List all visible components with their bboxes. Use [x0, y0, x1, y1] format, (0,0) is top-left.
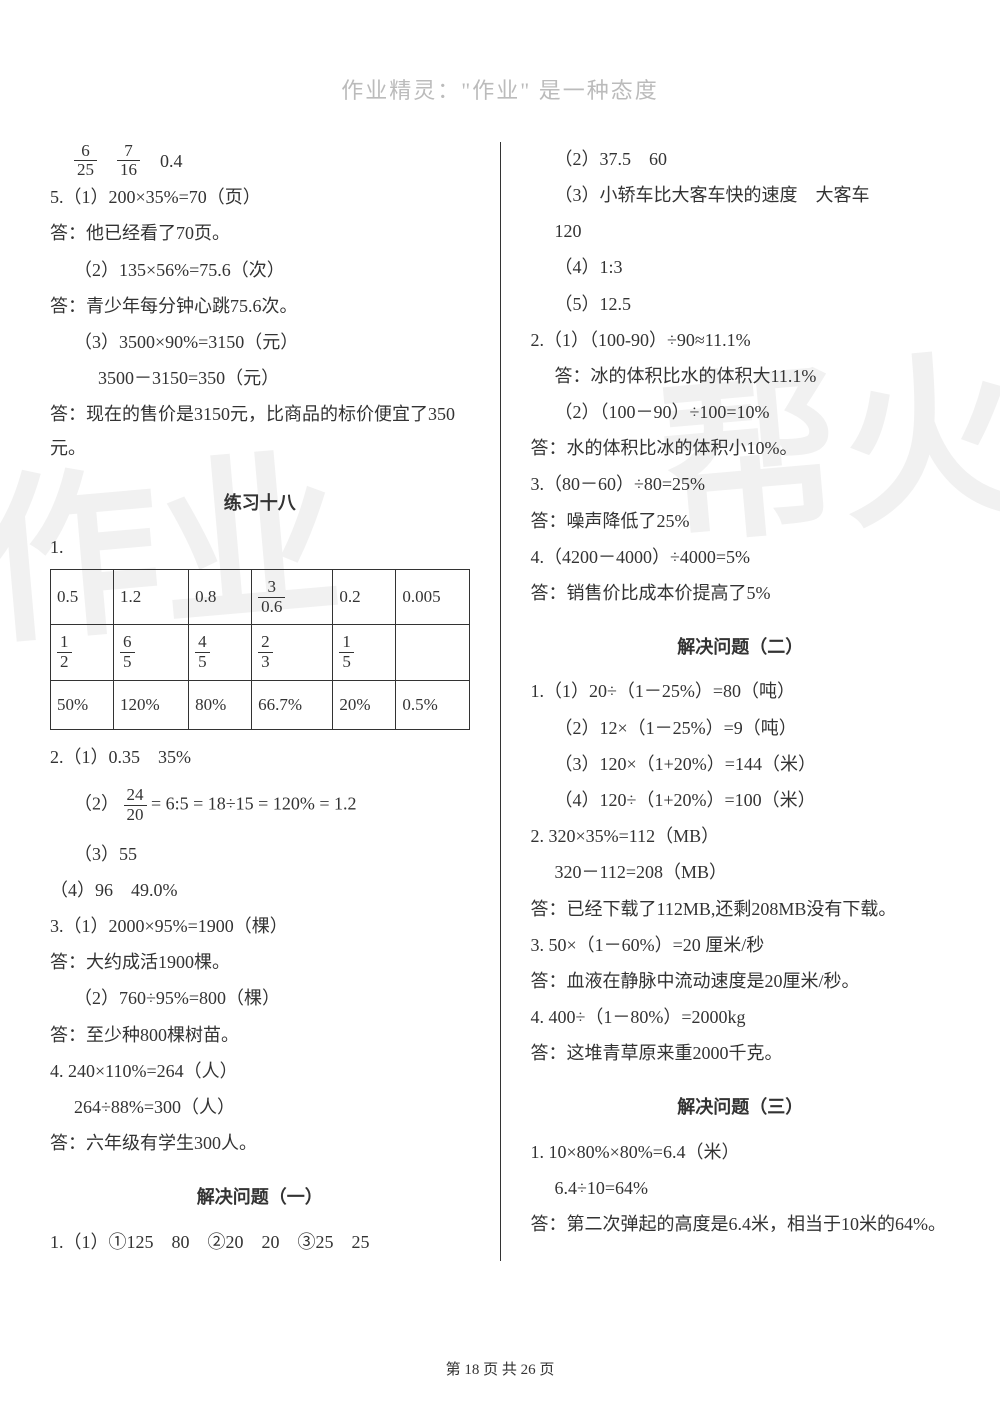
- text-line: 320－112=208（MB）: [531, 855, 951, 889]
- text-line: （3）55: [50, 837, 470, 871]
- text-line: 答：血液在静脉中流动速度是20厘米/秒。: [531, 964, 951, 998]
- fraction-1: 6 25: [74, 142, 97, 180]
- text-line: （2）（100－90）÷100=10%: [531, 395, 951, 429]
- table-cell: 50%: [51, 680, 114, 729]
- table-row: 12 65 45 23 15: [51, 625, 470, 680]
- text-line: （3）小轿车比大客车快的速度 大客车: [531, 178, 951, 212]
- text-line: 答：大约成活1900棵。: [50, 945, 470, 979]
- table-row: 0.5 1.2 0.8 3 0.6 0.2 0.005: [51, 570, 470, 625]
- decimal-value: 0.4: [160, 144, 183, 178]
- text-line: 答：冰的体积比水的体积大11.1%: [531, 359, 951, 393]
- text-line: （4）96 49.0%: [50, 873, 470, 907]
- text-line: 答：至少种800棵树苗。: [50, 1018, 470, 1052]
- text-line: 1.: [50, 530, 470, 564]
- text-line: （3）120×（1+20%）=144（米）: [531, 747, 951, 781]
- section-title: 解决问题（一）: [50, 1180, 470, 1214]
- text-line: 答：水的体积比冰的体积小10%。: [531, 431, 951, 465]
- column-divider: [500, 142, 501, 1261]
- text-line: 3. 50×（1－60%）=20 厘米/秒: [531, 928, 951, 962]
- right-column: （2）37.5 60 （3）小轿车比大客车快的速度 大客车 120 （4）1:3…: [531, 142, 951, 1261]
- text-line: 1. 10×80%×80%=6.4（米）: [531, 1135, 951, 1169]
- text-line: 264÷88%=300（人）: [50, 1090, 470, 1124]
- text-line: 3500－3150=350（元）: [50, 361, 470, 395]
- table-cell: 0.005: [396, 570, 469, 625]
- table-cell: 66.7%: [252, 680, 333, 729]
- text-line: 答：现在的售价是3150元，比商品的标价便宜了350元。: [50, 397, 470, 465]
- text-line: （4）120÷（1+20%）=100（米）: [531, 783, 951, 817]
- table-cell: 1.2: [114, 570, 189, 625]
- fraction-row: 6 25 7 16 0.4: [50, 142, 470, 180]
- table-cell: 0.5%: [396, 680, 469, 729]
- section-title: 解决问题（二）: [531, 630, 951, 664]
- text-line: （2）135×56%=75.6（次）: [50, 253, 470, 287]
- text-line: 120: [531, 214, 951, 248]
- text-line: 答：他已经看了70页。: [50, 216, 470, 250]
- text-line: 2.（1）（100-90）÷90≈11.1%: [531, 323, 951, 357]
- fraction-2: 7 16: [117, 142, 140, 180]
- page-header: 作业精灵："作业" 是一种态度: [50, 70, 950, 112]
- table-cell: 3 0.6: [252, 570, 333, 625]
- text-line: 3.（80－60）÷80=25%: [531, 467, 951, 501]
- data-table: 0.5 1.2 0.8 3 0.6 0.2 0.005 12 65 45: [50, 569, 470, 730]
- text-line: 答：销售价比成本价提高了5%: [531, 576, 951, 610]
- left-column: 6 25 7 16 0.4 5.（1）200×35%=70（页） 答：他已经看了…: [50, 142, 470, 1261]
- table-cell: 45: [189, 625, 252, 680]
- table-cell: 80%: [189, 680, 252, 729]
- table-cell: 23: [252, 625, 333, 680]
- table-cell: 0.8: [189, 570, 252, 625]
- text-line: （5）12.5: [531, 287, 951, 321]
- two-column-layout: 6 25 7 16 0.4 5.（1）200×35%=70（页） 答：他已经看了…: [50, 142, 950, 1261]
- text-line: 4. 240×110%=264（人）: [50, 1054, 470, 1088]
- page-footer: 第 18 页 共 26 页: [0, 1356, 1000, 1385]
- table-cell: 0.5: [51, 570, 114, 625]
- text-line: 1.（1）20÷（1－25%）=80（吨）: [531, 674, 951, 708]
- text-line: （3）3500×90%=3150（元）: [50, 325, 470, 359]
- text-line: 3.（1）2000×95%=1900（棵）: [50, 909, 470, 943]
- text-line: 6.4÷10=64%: [531, 1171, 951, 1205]
- section-title: 解决问题（三）: [531, 1090, 951, 1124]
- table-cell: 65: [114, 625, 189, 680]
- text-line: 5.（1）200×35%=70（页）: [50, 180, 470, 214]
- fraction: 24 20: [124, 786, 147, 824]
- text-line: （2）37.5 60: [531, 142, 951, 176]
- table-cell: 120%: [114, 680, 189, 729]
- table-cell: 20%: [333, 680, 396, 729]
- text-line: 答：噪声降低了25%: [531, 504, 951, 538]
- text-line: 2.（1）0.35 35%: [50, 740, 470, 774]
- text-line: 4.（4200－4000）÷4000=5%: [531, 540, 951, 574]
- table-cell: 12: [51, 625, 114, 680]
- table-cell: [396, 625, 469, 680]
- text-line: 4. 400÷（1－80%）=2000kg: [531, 1000, 951, 1034]
- text-line: 答：青少年每分钟心跳75.6次。: [50, 289, 470, 323]
- text-line: （4）1:3: [531, 250, 951, 284]
- table-cell: 15: [333, 625, 396, 680]
- text-line: 1.（1）①125 80 ②20 20 ③25 25: [50, 1225, 470, 1259]
- table-row: 50% 120% 80% 66.7% 20% 0.5%: [51, 680, 470, 729]
- text-line: （2） 24 20 = 6:5 = 18÷15 = 120% = 1.2: [50, 786, 470, 824]
- text-line: 答：第二次弹起的高度是6.4米，相当于10米的64%。: [531, 1207, 951, 1241]
- section-title: 练习十八: [50, 486, 470, 520]
- text-line: （2）12×（1－25%）=9（吨）: [531, 711, 951, 745]
- table-cell: 0.2: [333, 570, 396, 625]
- text-line: 答：这堆青草原来重2000千克。: [531, 1036, 951, 1070]
- fraction: 3 0.6: [258, 578, 285, 616]
- text-line: （2）760÷95%=800（棵）: [50, 981, 470, 1015]
- text-line: 答：已经下载了112MB,还剩208MB没有下载。: [531, 892, 951, 926]
- text-line: 2. 320×35%=112（MB）: [531, 819, 951, 853]
- text-line: 答：六年级有学生300人。: [50, 1126, 470, 1160]
